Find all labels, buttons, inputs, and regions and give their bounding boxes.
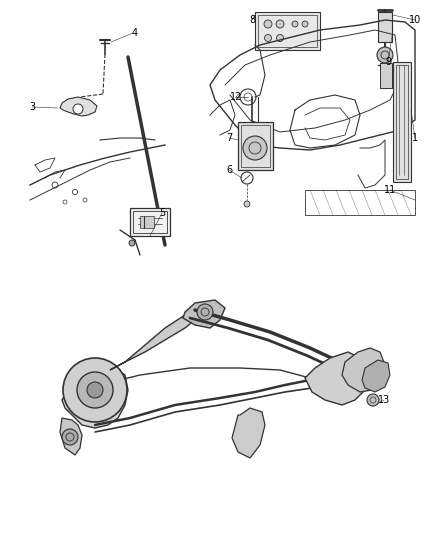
Polygon shape bbox=[305, 352, 368, 405]
Bar bbox=[238, 122, 273, 170]
Text: 11: 11 bbox=[384, 185, 396, 195]
Polygon shape bbox=[60, 418, 82, 455]
Circle shape bbox=[73, 104, 83, 114]
Text: 13: 13 bbox=[378, 395, 390, 405]
Circle shape bbox=[377, 47, 393, 63]
Text: 1: 1 bbox=[412, 133, 418, 143]
Text: 5: 5 bbox=[159, 208, 165, 218]
Polygon shape bbox=[110, 315, 195, 370]
Polygon shape bbox=[342, 348, 385, 392]
Circle shape bbox=[129, 240, 135, 246]
Bar bbox=[378, 12, 392, 42]
Text: 12: 12 bbox=[230, 92, 242, 102]
Circle shape bbox=[77, 372, 113, 408]
Polygon shape bbox=[232, 408, 265, 458]
Bar bbox=[380, 63, 392, 88]
Text: 3: 3 bbox=[29, 102, 35, 112]
Bar bbox=[396, 65, 408, 179]
Bar bbox=[241, 125, 270, 167]
Text: 2: 2 bbox=[377, 373, 383, 383]
Circle shape bbox=[62, 429, 78, 445]
Text: 7: 7 bbox=[226, 133, 232, 143]
Text: 8: 8 bbox=[249, 15, 255, 25]
Bar bbox=[140, 216, 154, 228]
Text: 4: 4 bbox=[132, 28, 138, 38]
Text: 6: 6 bbox=[226, 165, 232, 175]
Circle shape bbox=[276, 20, 284, 28]
Circle shape bbox=[367, 394, 379, 406]
Circle shape bbox=[264, 20, 272, 28]
Polygon shape bbox=[183, 300, 225, 328]
Bar bbox=[133, 211, 167, 233]
Circle shape bbox=[87, 382, 103, 398]
Circle shape bbox=[63, 358, 127, 422]
Ellipse shape bbox=[76, 101, 84, 107]
Circle shape bbox=[276, 35, 283, 42]
Circle shape bbox=[197, 304, 213, 320]
Text: 9: 9 bbox=[385, 57, 391, 67]
Circle shape bbox=[244, 201, 250, 207]
Bar bbox=[393, 62, 411, 182]
Bar bbox=[255, 12, 320, 50]
Circle shape bbox=[243, 136, 267, 160]
Circle shape bbox=[292, 21, 298, 27]
Bar bbox=[258, 15, 317, 47]
Polygon shape bbox=[60, 97, 97, 116]
Polygon shape bbox=[62, 365, 128, 428]
Circle shape bbox=[302, 21, 308, 27]
Polygon shape bbox=[362, 360, 390, 392]
Text: 10: 10 bbox=[409, 15, 421, 25]
Bar bbox=[130, 208, 170, 236]
Circle shape bbox=[265, 35, 272, 42]
